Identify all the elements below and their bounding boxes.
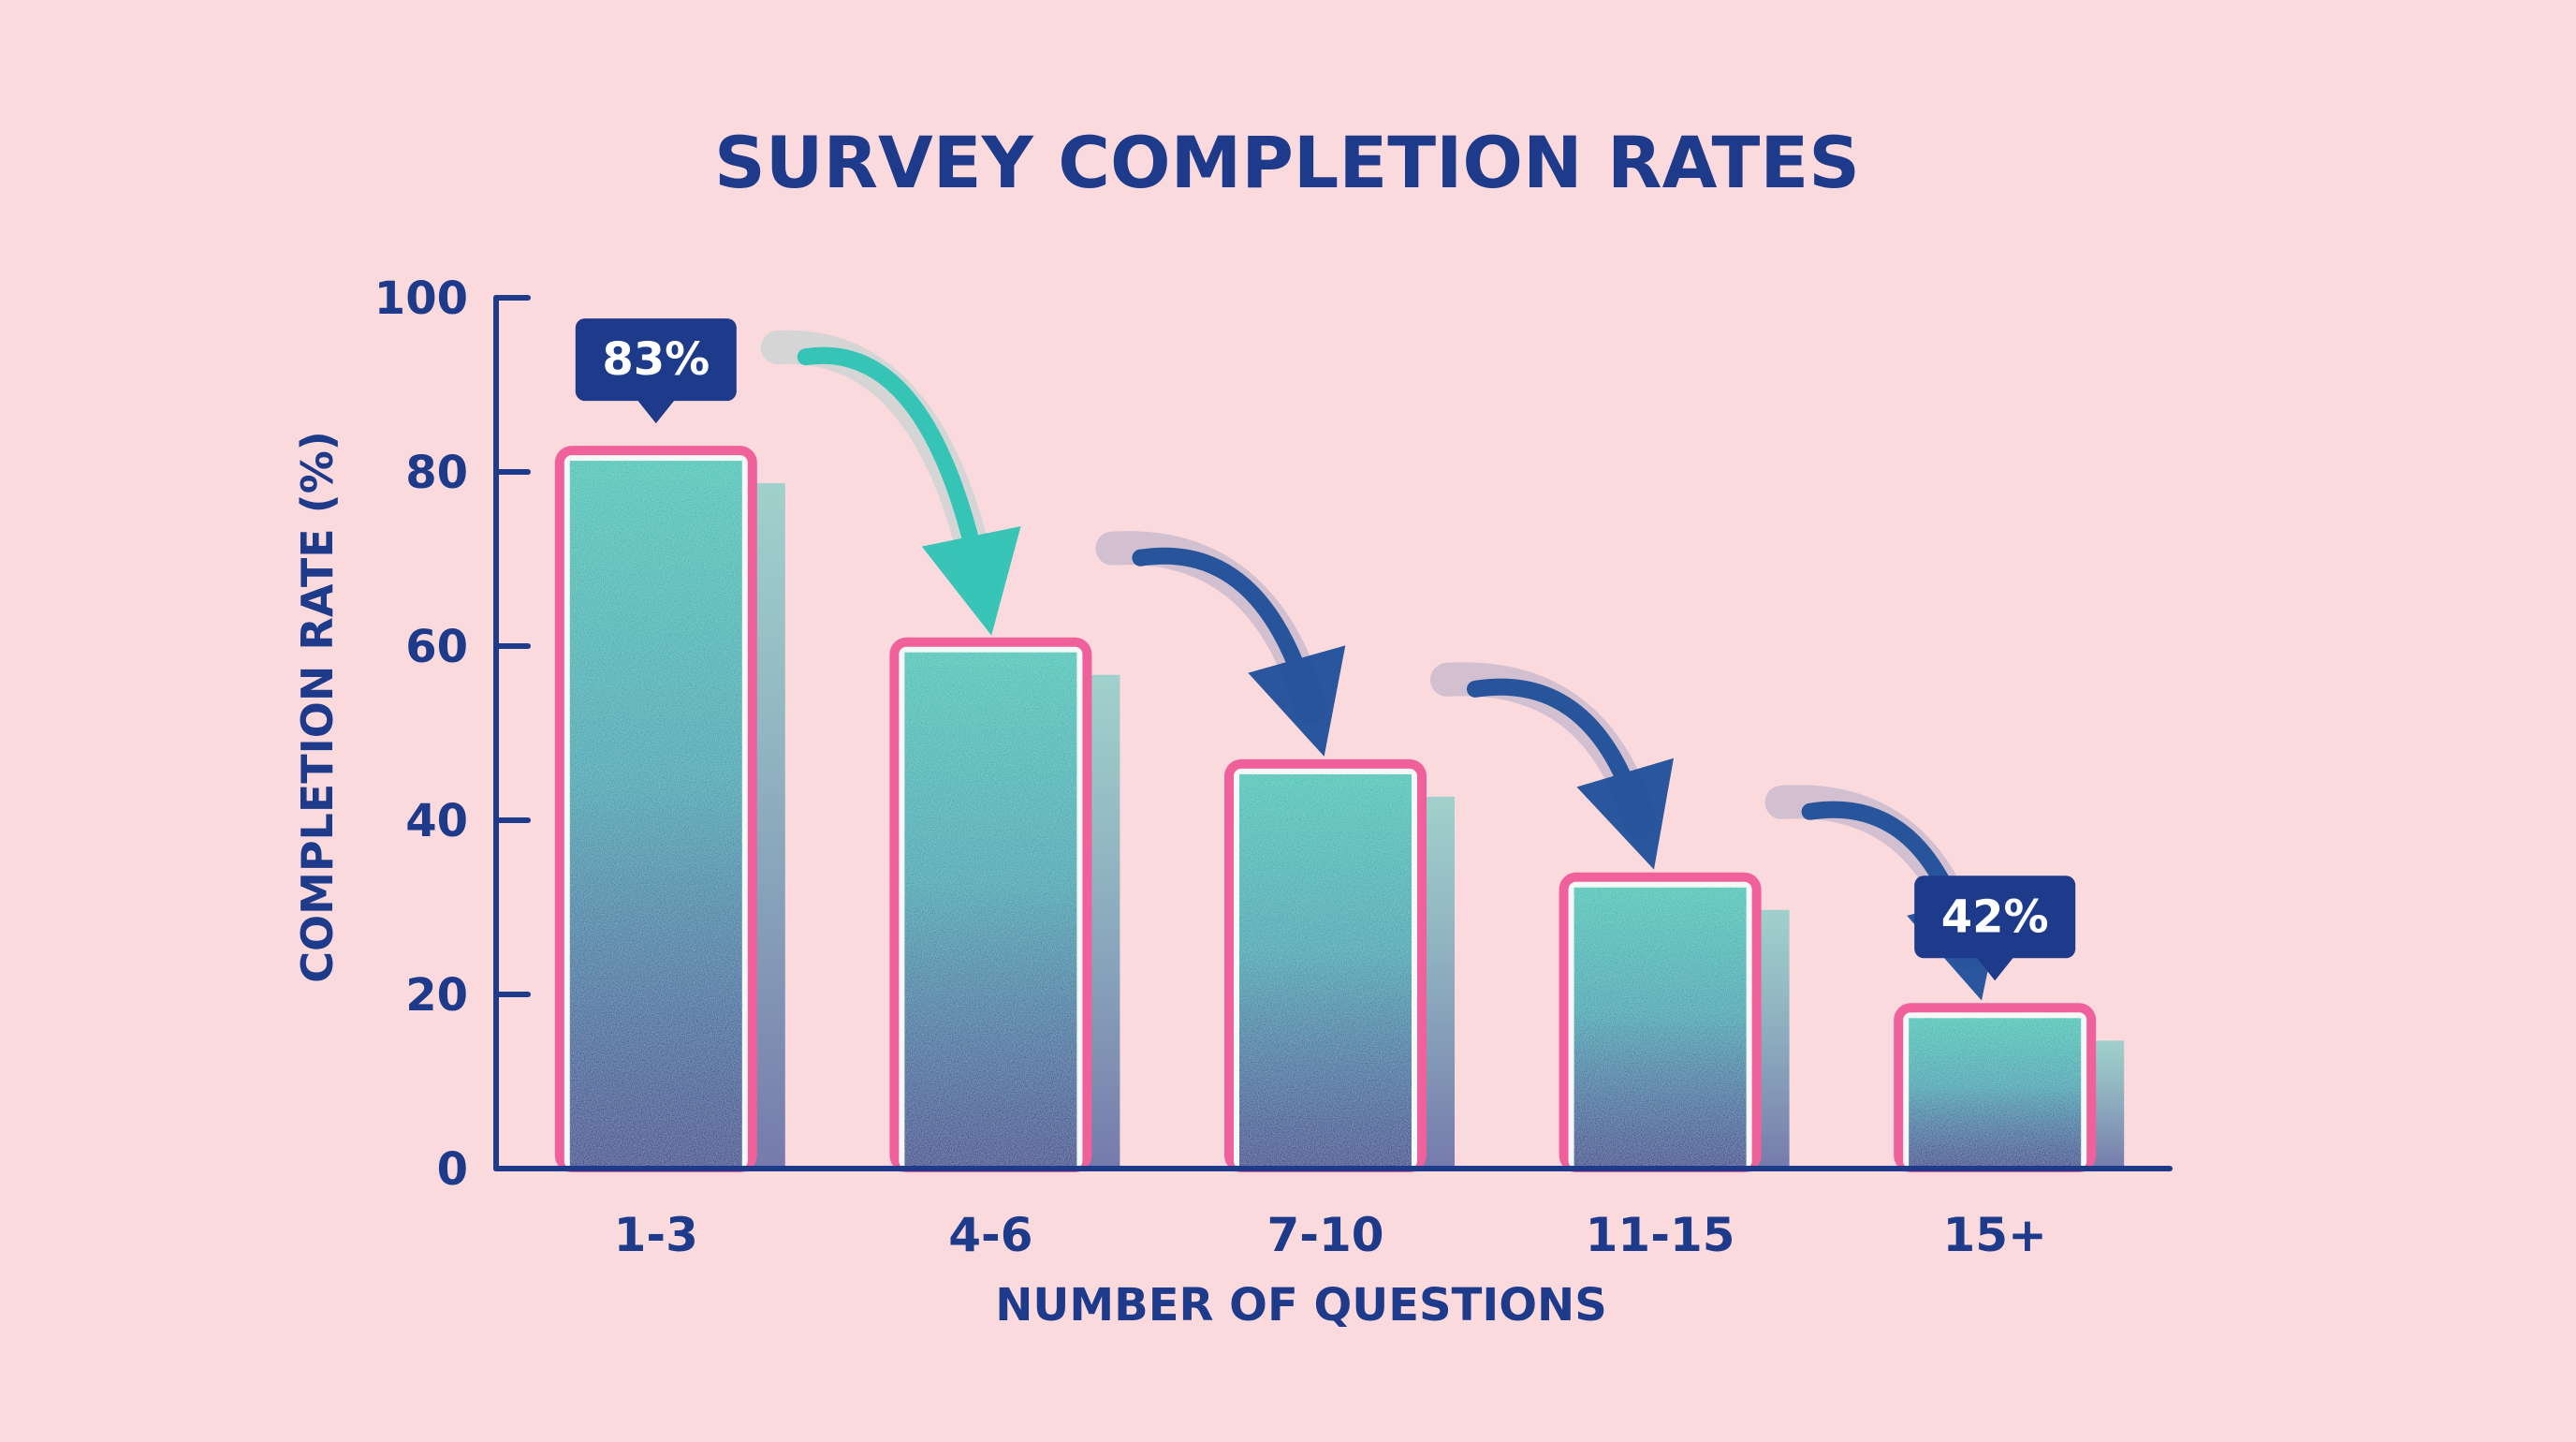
bar-shadow [1088, 674, 1120, 1169]
bar [1909, 1018, 2082, 1169]
x-tick-label: 11-15 [1586, 1208, 1735, 1262]
x-tick-label: 7-10 [1266, 1208, 1383, 1262]
value-callout-label: 83% [602, 333, 710, 386]
bar-shadow [1757, 909, 1790, 1169]
x-tick-label: 15+ [1942, 1208, 2046, 1262]
bar [569, 461, 742, 1170]
y-axis-label: COMPLETION RATE (%) [292, 431, 343, 983]
chart-title: SURVEY COMPLETION RATES [714, 121, 1860, 204]
bar-shadow [1423, 796, 1455, 1169]
y-tick-label: 100 [374, 272, 468, 325]
value-callout-box [575, 318, 737, 402]
bar [1239, 773, 1412, 1169]
bar [1573, 887, 1747, 1169]
trend-arrow [797, 346, 1021, 636]
y-tick-label: 80 [405, 447, 468, 499]
y-tick-label: 40 [405, 795, 468, 847]
bar-shadow [753, 483, 785, 1169]
trend-arrow [1132, 547, 1346, 757]
x-tick-label: 1-3 [614, 1208, 698, 1262]
value-callout-box [1914, 876, 2076, 959]
y-tick-label: 0 [437, 1143, 468, 1196]
y-tick-label: 60 [405, 621, 468, 673]
y-tick-label: 20 [405, 969, 468, 1022]
value-callout-label: 42% [1941, 890, 2049, 943]
bar [904, 652, 1077, 1169]
bar-shadow [2092, 1040, 2125, 1169]
value-callout-pointer [637, 400, 675, 424]
x-tick-label: 4-6 [948, 1208, 1032, 1262]
x-axis-label: NUMBER OF QUESTIONS [995, 1279, 1607, 1332]
value-callout-pointer [1976, 957, 2014, 981]
trend-arrow [1467, 678, 1674, 870]
